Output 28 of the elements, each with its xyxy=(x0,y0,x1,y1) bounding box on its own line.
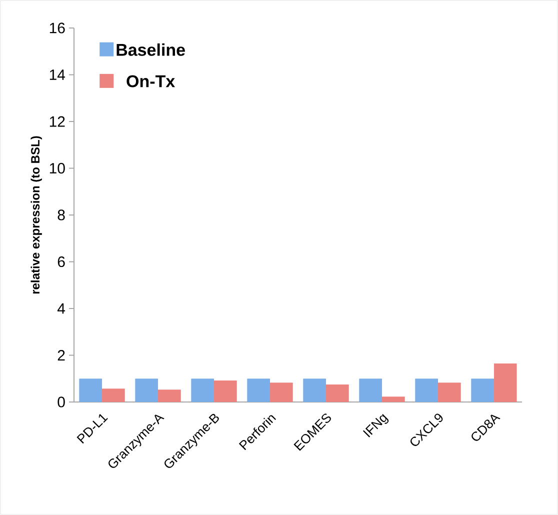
bar xyxy=(326,384,349,402)
y-tick-label: 6 xyxy=(58,256,65,268)
y-axis-title: relative expression (to BSL) xyxy=(30,136,42,294)
y-tick-label: 14 xyxy=(50,70,66,80)
y-tick-label: 2 xyxy=(58,350,65,360)
bar xyxy=(438,382,461,402)
bar xyxy=(471,378,494,402)
bar xyxy=(79,378,102,402)
y-tick-label: 4 xyxy=(57,303,66,314)
legend-label: On-Tx xyxy=(126,75,176,88)
bar xyxy=(214,380,237,402)
y-tick-label: 10 xyxy=(50,162,65,174)
y-tick-label: 8 xyxy=(58,210,65,220)
legend-label: Baseline xyxy=(116,43,185,56)
y-tick-label: 12 xyxy=(50,116,65,127)
bar xyxy=(102,388,125,402)
y-tick-label: 0 xyxy=(58,396,65,408)
bar xyxy=(382,396,405,402)
bar xyxy=(191,378,214,402)
bar xyxy=(415,378,438,402)
bar xyxy=(494,363,517,402)
bar xyxy=(303,378,326,402)
y-tick-label: 16 xyxy=(50,22,65,34)
bar xyxy=(247,378,270,402)
bar xyxy=(270,382,293,402)
bar xyxy=(158,390,181,402)
bar xyxy=(359,378,382,402)
bar xyxy=(135,378,158,402)
